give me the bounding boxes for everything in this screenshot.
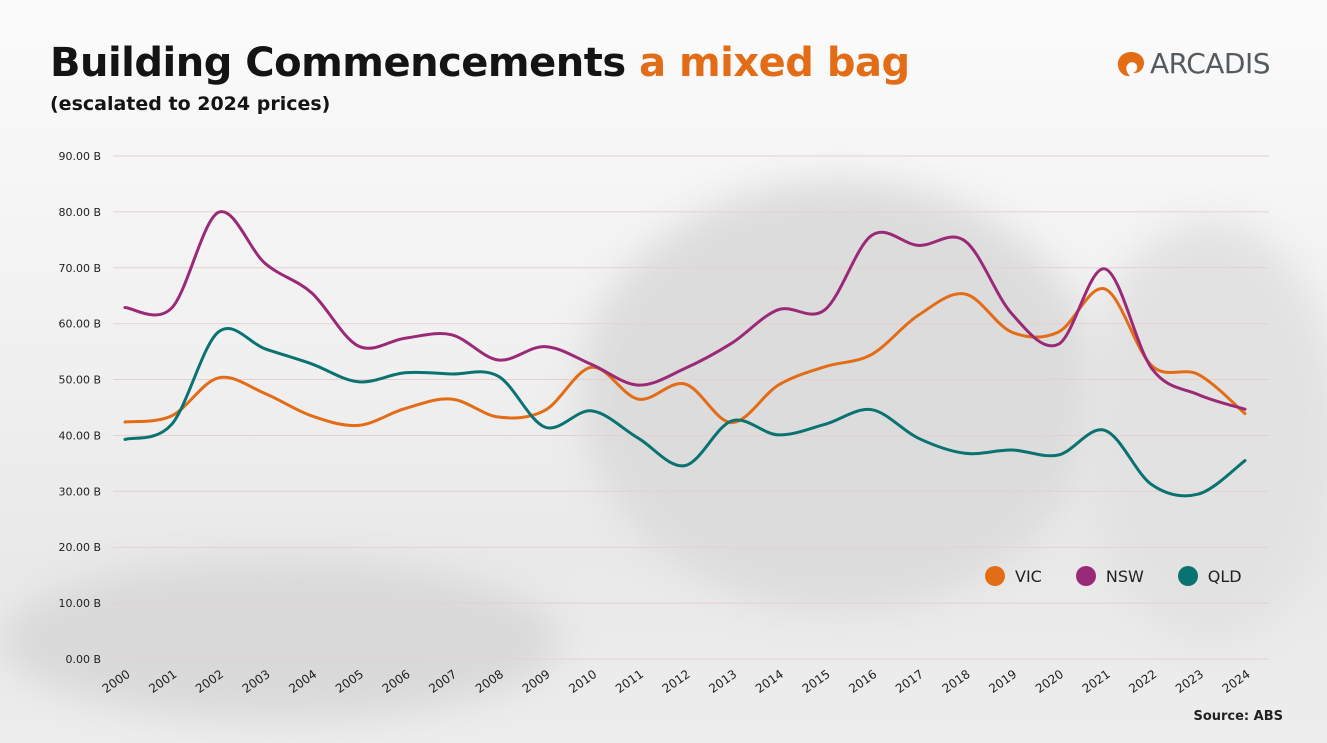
legend-item-nsw: NSW xyxy=(1075,566,1144,586)
x-tick-label: 2004 xyxy=(286,667,319,696)
background-coins-blur xyxy=(0,560,560,720)
legend-swatch-vic xyxy=(985,566,1005,586)
arcadis-logo: ARCADIS xyxy=(1116,47,1271,80)
chart-legend: VIC NSW QLD xyxy=(985,566,1242,586)
legend-label-nsw: NSW xyxy=(1105,566,1144,586)
y-tick-label: 20.00 B xyxy=(58,541,101,554)
title-main: Building Commencements xyxy=(50,40,626,86)
series-line-qld xyxy=(123,327,1247,498)
y-tick-label: 30.00 B xyxy=(58,485,101,498)
x-axis-labels: 2000 2001 2002 2003 2004 2005 2006 2007 2008 2009… xyxy=(100,667,1253,696)
arcadis-swirl-icon xyxy=(1117,51,1144,76)
x-tick-label: 2008 xyxy=(473,667,506,696)
y-axis-labels: 0.00 B 10.00 B 20.00 B 30.00 B 40.00 B 50.00 … xyxy=(58,150,101,666)
legend-swatch-nsw xyxy=(1075,566,1096,586)
x-tick-label: 2022 xyxy=(1126,667,1159,696)
series-lines xyxy=(123,210,1247,498)
x-tick-label: 2013 xyxy=(706,667,739,696)
series-line-vic xyxy=(123,287,1247,428)
legend-label-qld: QLD xyxy=(1207,566,1242,586)
x-tick-label: 2021 xyxy=(1080,667,1113,696)
x-tick-label: 2007 xyxy=(426,667,459,696)
background-house-blur xyxy=(580,180,1100,610)
y-tick-label: 50.00 B xyxy=(58,374,101,387)
y-tick-label: 70.00 B xyxy=(58,262,101,275)
x-tick-label: 2011 xyxy=(613,667,646,696)
x-tick-label: 2015 xyxy=(800,667,833,696)
x-tick-label: 2017 xyxy=(893,667,926,696)
x-tick-label: 2023 xyxy=(1173,667,1206,696)
source-note: Source: ABS xyxy=(1193,709,1283,724)
x-tick-label: 2016 xyxy=(846,667,879,696)
y-tick-label: 60.00 B xyxy=(58,318,101,331)
x-tick-label: 2014 xyxy=(753,667,786,696)
y-tick-label: 0.00 B xyxy=(65,653,101,666)
legend-item-qld: QLD xyxy=(1177,566,1242,586)
chart-title: Building Commencements a mixed bag xyxy=(50,40,910,86)
legend-swatch-qld xyxy=(1177,566,1198,586)
legend-item-vic: VIC xyxy=(985,566,1042,586)
x-tick-label: 2012 xyxy=(660,667,693,696)
x-tick-label: 2024 xyxy=(1220,667,1253,696)
x-tick-label: 2018 xyxy=(940,667,973,696)
x-tick-label: 2019 xyxy=(986,667,1019,696)
y-tick-label: 90.00 B xyxy=(58,150,101,163)
series-line-nsw xyxy=(123,210,1247,411)
x-tick-label: 2009 xyxy=(520,667,553,696)
logo-text: ARCADIS xyxy=(1150,47,1271,80)
x-tick-label: 2002 xyxy=(193,667,226,696)
y-tick-label: 40.00 B xyxy=(58,429,101,442)
x-tick-label: 2000 xyxy=(100,667,133,696)
x-tick-label: 2006 xyxy=(380,667,413,696)
y-tick-label: 80.00 B xyxy=(58,206,101,219)
x-tick-label: 2003 xyxy=(240,667,273,696)
x-tick-label: 2001 xyxy=(146,667,179,696)
gridlines xyxy=(113,155,1269,660)
y-tick-label: 10.00 B xyxy=(58,597,101,610)
x-tick-label: 2010 xyxy=(566,667,599,696)
chart-subtitle: (escalated to 2024 prices) xyxy=(50,93,331,115)
title-accent: a mixed bag xyxy=(639,40,910,86)
x-tick-label: 2005 xyxy=(333,667,366,696)
legend-label-vic: VIC xyxy=(1015,566,1042,586)
x-tick-label: 2020 xyxy=(1033,667,1066,696)
